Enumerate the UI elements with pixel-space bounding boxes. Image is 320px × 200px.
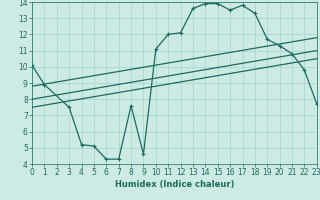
X-axis label: Humidex (Indice chaleur): Humidex (Indice chaleur) — [115, 180, 234, 189]
